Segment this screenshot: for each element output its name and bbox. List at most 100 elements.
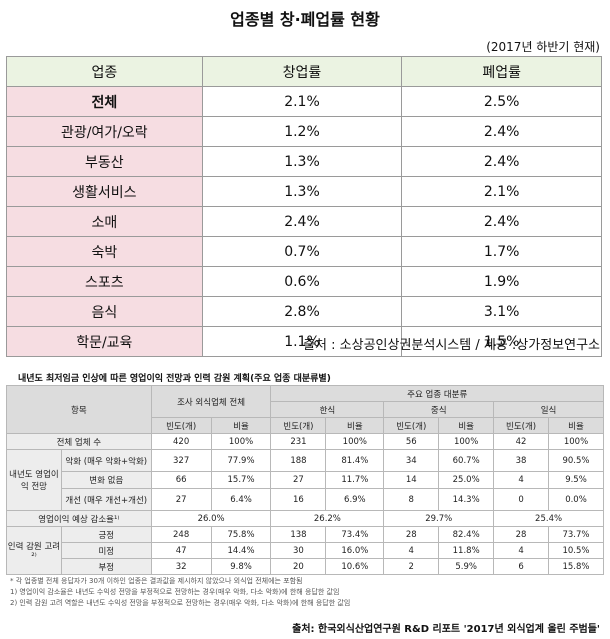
header-ratio: 비율 xyxy=(325,417,385,434)
cell: 56 xyxy=(383,433,440,450)
cell: 73.4% xyxy=(325,526,385,543)
startup-rate-cell: 0.7% xyxy=(201,236,403,267)
category-cell: 학문/교육 xyxy=(6,326,203,357)
footnotes: * 각 업종별 전체 응답자가 30개 이하인 업종은 결과값을 제시하지 않았… xyxy=(10,576,350,609)
page-title: 업종별 창·폐업률 현황 xyxy=(230,10,380,29)
cell: 16 xyxy=(270,488,327,511)
closure-rate-cell: 1.7% xyxy=(401,236,602,267)
group-label: 내년도 영업이익 전망 xyxy=(6,449,62,511)
table-row: 소매 2.4% 2.4% xyxy=(6,206,602,237)
cell: 9.5% xyxy=(548,471,604,489)
table-row: 스포츠 0.6% 1.9% xyxy=(6,266,602,297)
table-row: 개선 (매우 개선+개선) 27 6.4% 16 6.9% 8 14.3% 0 … xyxy=(7,488,604,511)
cell: 248 xyxy=(150,526,212,543)
header-ratio: 비율 xyxy=(210,417,272,434)
header-count: 빈도(개) xyxy=(493,417,549,434)
cell: 14 xyxy=(383,471,440,489)
startup-rate-cell: 0.6% xyxy=(201,266,403,297)
cell: 188 xyxy=(270,449,327,472)
footnote: 1) 영업이익 감소율은 내년도 수익성 전망을 부정적으로 전망하는 경우(매… xyxy=(10,588,340,596)
table-row: 부정 32 9.8% 20 10.6% 2 5.9% 6 15.8% xyxy=(7,558,604,575)
table-row: 음식 2.8% 3.1% xyxy=(6,296,602,327)
footnote: * 각 업종별 전체 응답자가 30개 이하인 업종은 결과값을 제시하지 않았… xyxy=(10,577,303,585)
cell: 0.0% xyxy=(548,488,604,511)
row-label: 변화 없음 xyxy=(60,471,152,489)
footnote: 2) 인력 감원 고려 역할은 내년도 수익성 전망을 부정적으로 전망하는 경… xyxy=(10,599,351,607)
table-row: 관광/여가/오락 1.2% 2.4% xyxy=(6,116,602,147)
table-row: 전체 2.1% 2.5% xyxy=(6,86,602,117)
startup-rate-cell: 2.1% xyxy=(201,86,403,117)
header-closure-rate: 폐업률 xyxy=(401,56,602,87)
cell: 9.8% xyxy=(210,558,272,575)
category-cell: 생활서비스 xyxy=(6,176,203,207)
row-label: 개선 (매우 개선+개선) xyxy=(60,488,152,511)
cell: 6 xyxy=(493,558,549,575)
cell: 5.9% xyxy=(438,558,495,575)
header-count: 빈도(개) xyxy=(150,417,212,434)
table-row: 부동산 1.3% 2.4% xyxy=(6,146,602,177)
cell: 420 xyxy=(150,433,212,450)
table-row: 생활서비스 1.3% 2.1% xyxy=(6,176,602,207)
cell: 8 xyxy=(383,488,440,511)
table-row: 전체 업체 수 420 100% 231 100% 56 100% 42 100… xyxy=(6,433,604,450)
category-cell: 숙박 xyxy=(6,236,203,267)
row-label: 영업이익 예상 감소율¹⁾ xyxy=(6,510,152,527)
cell: 34 xyxy=(383,449,440,472)
cell: 100% xyxy=(438,433,495,450)
startup-rate-cell: 1.3% xyxy=(201,146,403,177)
cell: 32 xyxy=(150,558,212,575)
cell: 14.3% xyxy=(438,488,495,511)
closure-rate-cell: 2.4% xyxy=(401,206,602,237)
table-row: 영업이익 예상 감소율¹⁾ 26.0% 26.2% 29.7% 25.4% xyxy=(6,510,604,527)
closure-rate-cell: 3.1% xyxy=(401,296,602,327)
cell: 10.5% xyxy=(548,542,604,559)
cell: 28 xyxy=(383,526,440,543)
cell: 27 xyxy=(270,471,327,489)
source-note-1: 출처 : 소상공인상권분석시스템 / 제공 :상가정보연구소 xyxy=(303,338,600,353)
header-total: 조사 외식업체 전체 xyxy=(150,385,272,418)
cell: 0 xyxy=(493,488,549,511)
header-count: 빈도(개) xyxy=(383,417,440,434)
cell: 26.2% xyxy=(270,510,385,527)
cell: 4 xyxy=(383,542,440,559)
header-ratio: 비율 xyxy=(438,417,495,434)
startup-rate-cell: 2.4% xyxy=(201,206,403,237)
category-cell: 전체 xyxy=(6,86,203,117)
category-cell: 스포츠 xyxy=(6,266,203,297)
cell: 11.8% xyxy=(438,542,495,559)
startup-rate-cell: 1.2% xyxy=(201,116,403,147)
table-row: 숙박 0.7% 1.7% xyxy=(6,236,602,267)
startup-rate-cell: 1.1% xyxy=(201,326,403,357)
startup-rate-cell: 1.3% xyxy=(201,176,403,207)
cell: 66 xyxy=(150,471,212,489)
header-item: 항목 xyxy=(6,385,152,434)
closure-rate-cell: 1.5% xyxy=(401,326,602,357)
cell: 29.7% xyxy=(383,510,495,527)
cell: 60.7% xyxy=(438,449,495,472)
header-count: 빈도(개) xyxy=(270,417,327,434)
table-row: 인력 감원 고려²⁾ 긍정 248 75.8% 138 73.4% 28 82.… xyxy=(6,526,604,575)
table-row: 내년도 영업이익 전망 악화 (매우 악화+악화) 327 77.9% 188 … xyxy=(6,449,604,511)
cell: 42 xyxy=(493,433,549,450)
cell: 6.4% xyxy=(210,488,272,511)
row-label: 악화 (매우 악화+악화) xyxy=(60,449,152,472)
row-label: 부정 xyxy=(60,558,152,575)
table-row: 변화 없음 66 15.7% 27 11.7% 14 25.0% 4 9.5% xyxy=(7,471,604,489)
table-row: 미정 47 14.4% 30 16.0% 4 11.8% 4 10.5% xyxy=(7,542,604,559)
header-ratio: 비율 xyxy=(548,417,604,434)
row-label: 미정 xyxy=(60,542,152,559)
table-header-row: 업종 창업률 폐업률 xyxy=(6,56,602,87)
cell: 100% xyxy=(325,433,385,450)
cell: 11.7% xyxy=(325,471,385,489)
cell: 82.4% xyxy=(438,526,495,543)
date-note: (2017년 하반기 현재) xyxy=(486,40,600,54)
table-row: 학문/교육 1.1% 1.5% xyxy=(6,326,602,357)
cell: 90.5% xyxy=(548,449,604,472)
cell: 28 xyxy=(493,526,549,543)
header-korean: 한식 xyxy=(270,401,385,418)
table2-title: 내년도 최저임금 인상에 따른 영업이익 전망과 인력 감원 계획(주요 업종 … xyxy=(18,374,331,384)
row-label: 긍정 xyxy=(60,526,152,543)
header-startup-rate: 창업률 xyxy=(201,56,403,87)
closure-rate-cell: 2.5% xyxy=(401,86,602,117)
cell: 27 xyxy=(150,488,212,511)
